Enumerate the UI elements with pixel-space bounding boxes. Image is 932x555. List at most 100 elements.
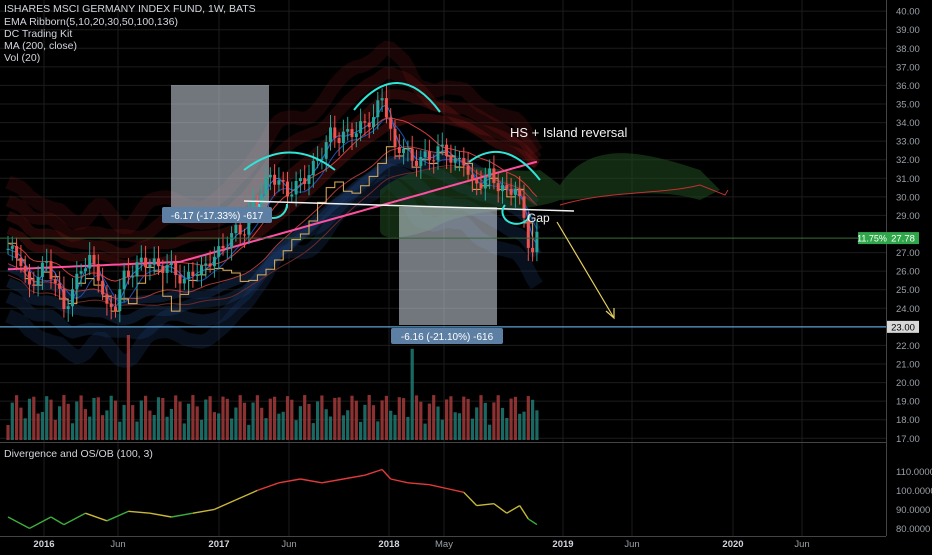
candles	[6, 85, 539, 323]
volume-bar	[212, 412, 216, 440]
candle-body	[462, 158, 466, 166]
volume-bar	[230, 418, 234, 440]
candle-body	[389, 117, 393, 129]
ema-line	[7, 117, 538, 304]
divergence-segment	[343, 474, 366, 480]
candle-body	[423, 151, 427, 158]
island-circle-2	[501, 204, 531, 225]
candle-body	[513, 188, 517, 195]
volume-bar	[70, 423, 75, 440]
volume-bar	[324, 409, 328, 440]
ribbon-band-upper	[6, 113, 540, 269]
candle-body	[169, 262, 173, 266]
volume-bar	[414, 395, 419, 440]
divergence-line	[7, 468, 538, 530]
price-tick-label: 29.00	[896, 211, 920, 222]
candle-body	[350, 129, 354, 137]
candle-body	[101, 280, 105, 295]
volume-bar	[457, 413, 462, 440]
volume-bar	[178, 401, 182, 440]
volume-bar	[101, 415, 105, 440]
volume-bar	[535, 410, 539, 440]
candle-body	[505, 185, 509, 189]
price-tick-label: 34.00	[896, 118, 920, 129]
time-tick-label: 2020	[722, 539, 743, 550]
volume-bar	[483, 402, 487, 440]
candle-body	[247, 211, 251, 235]
volume-bar	[40, 411, 44, 440]
candle-body	[23, 266, 27, 272]
divergence-segment	[463, 491, 478, 507]
candle-body	[535, 231, 539, 253]
indicator-volume: Vol (20)	[4, 52, 41, 64]
candle-body	[406, 148, 410, 150]
candle-body	[174, 262, 178, 276]
candle-body	[118, 289, 122, 312]
volume-bar	[492, 402, 496, 440]
candle-body	[204, 263, 208, 266]
divergence-segment	[128, 510, 150, 514]
divergence-segment	[50, 516, 65, 526]
volume-bar	[341, 415, 345, 440]
candle-body	[522, 196, 526, 218]
candle-body	[212, 256, 216, 267]
volume-bar	[462, 396, 466, 440]
head-arc	[353, 82, 441, 113]
price-tick-label: 25.00	[896, 285, 920, 296]
volume-bar	[131, 405, 135, 440]
volume-bar	[307, 403, 311, 440]
candle-body	[518, 188, 522, 197]
candle-body	[445, 144, 449, 157]
volume-bar	[152, 415, 156, 440]
volume-bar	[363, 404, 367, 440]
divergence-segment	[446, 487, 464, 493]
cloud-edge	[559, 184, 729, 206]
candle-body	[71, 289, 74, 307]
candle-body	[139, 257, 143, 263]
symbol-title: ISHARES MSCI GERMANY INDEX FUND, 1W, BAT…	[4, 3, 256, 15]
price-tick-label: 32.00	[896, 155, 920, 166]
volume-bar	[337, 397, 341, 440]
measure-label-2: -6.16 (-21.10%) -616	[401, 332, 494, 343]
divergence-segment	[364, 468, 383, 476]
candle-body	[531, 247, 535, 253]
time-tick-label: Jun	[624, 539, 639, 550]
divergence-segment	[29, 516, 52, 530]
time-tick-label: 2017	[208, 539, 229, 550]
volume-bar	[208, 396, 212, 440]
candle-body	[217, 246, 221, 257]
candle-body	[19, 257, 23, 267]
divergence-segment	[85, 512, 108, 522]
volume-bar	[204, 399, 208, 440]
forecast-arrow	[556, 221, 615, 319]
candle-body	[135, 262, 139, 277]
candle-body	[225, 247, 229, 249]
candle-body	[187, 271, 191, 279]
sub-tick-label: 90.0000	[896, 505, 930, 516]
candle-body	[303, 178, 307, 184]
volume-bar	[475, 407, 479, 440]
volume-bar	[298, 406, 302, 440]
candle-body	[96, 263, 100, 281]
candle-body	[333, 127, 337, 139]
volume-bar	[53, 420, 57, 440]
candle-body	[105, 294, 109, 304]
sub-tick-label: 100.0000	[896, 486, 932, 497]
volume-bar	[165, 416, 169, 440]
candle-body	[311, 160, 315, 176]
candle-body	[329, 127, 332, 143]
candle-body	[260, 194, 264, 205]
ribbon-band-upper	[5, 66, 542, 243]
candle-body	[526, 217, 530, 248]
candle-body	[264, 177, 268, 195]
candle-body	[234, 224, 238, 234]
candle-body	[49, 261, 53, 280]
candle-body	[45, 261, 49, 263]
divergence-segment	[321, 478, 344, 484]
volume-bar	[380, 400, 384, 440]
price-tick-label: 30.00	[896, 192, 920, 203]
candle-body	[436, 146, 440, 161]
candle-body	[10, 246, 14, 249]
volume-bar	[367, 395, 371, 440]
